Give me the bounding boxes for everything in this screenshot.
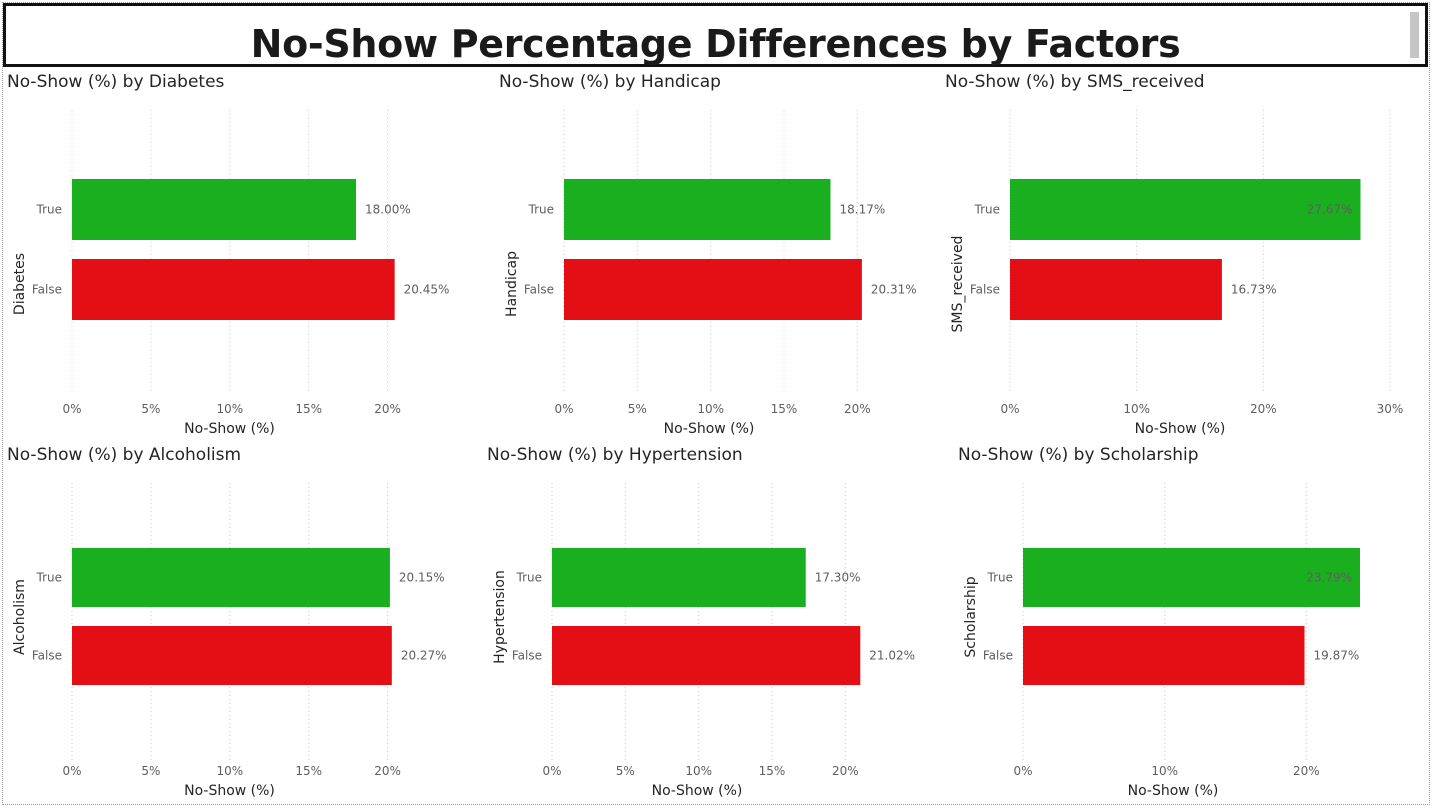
x-tick-label: 20% — [374, 402, 401, 416]
x-tick-label: 5% — [616, 764, 635, 778]
chart-sms-received[interactable]: No-Show (%) by SMS_received 0% 10% 20% 30% T… — [945, 72, 1425, 442]
page-title: No-Show Percentage Differences by Factor… — [250, 22, 1181, 66]
data-label: 18.00% — [365, 203, 411, 217]
chart-title: No-Show (%) by Handicap — [499, 72, 721, 92]
data-label: 20.45% — [404, 283, 450, 297]
category-label: True — [528, 203, 555, 217]
x-tick-label: 0% — [1013, 764, 1032, 778]
data-label: 23.79% — [1306, 571, 1352, 585]
category-label: True — [36, 571, 63, 585]
y-axis-title: SMS_received — [950, 236, 966, 333]
x-tick-label: 30% — [1377, 402, 1404, 416]
data-label: 16.73% — [1231, 283, 1277, 297]
x-tick-label: 5% — [141, 764, 160, 778]
bar-true — [72, 179, 356, 240]
chart-svg: 0% 5% 10% 15% 20% True 18.17% False 20.31% No-Sho… — [504, 110, 917, 437]
category-label: False — [983, 649, 1013, 663]
x-tick-label: 10% — [697, 402, 724, 416]
chart-handicap[interactable]: No-Show (%) by Handicap 0% 5% 10% 15% 20% Tru… — [499, 72, 939, 442]
y-axis-title: Alcoholism — [12, 579, 28, 655]
chart-hypertension[interactable]: No-Show (%) by Hypertension 0% 5% 10% 15% 20… — [487, 445, 947, 805]
x-tick-label: 5% — [141, 402, 160, 416]
data-label: 20.31% — [871, 283, 917, 297]
y-axis-title: Scholarship — [963, 576, 979, 657]
data-label: 20.15% — [399, 571, 445, 585]
x-tick-label: 10% — [685, 764, 712, 778]
bar-true — [552, 548, 806, 607]
data-label: 17.30% — [815, 571, 861, 585]
x-tick-label: 10% — [216, 402, 243, 416]
scrollbar-thumb[interactable] — [1410, 12, 1419, 58]
x-tick-label: 20% — [1250, 402, 1277, 416]
data-label: 18.17% — [839, 203, 885, 217]
x-tick-label: 20% — [1293, 764, 1320, 778]
x-tick-label: 15% — [771, 402, 798, 416]
report-title-box: No-Show Percentage Differences by Factor… — [3, 3, 1428, 67]
chart-diabetes[interactable]: No-Show (%) by Diabetes 0% 5% 10% 15% 20% Tru… — [7, 72, 477, 442]
category-label: False — [970, 283, 1000, 297]
bar-false — [72, 259, 395, 320]
x-tick-label: 15% — [759, 764, 786, 778]
chart-alcoholism[interactable]: No-Show (%) by Alcoholism 0% 5% 10% 15% 20% T… — [7, 445, 477, 805]
category-label: True — [516, 571, 543, 585]
x-tick-label: 0% — [62, 764, 81, 778]
x-tick-label: 0% — [554, 402, 573, 416]
chart-svg: 0% 5% 10% 15% 20% True 18.00% False 20.45% No-Sho… — [12, 110, 450, 437]
category-label: True — [987, 571, 1014, 585]
chart-svg: 0% 10% 20% 30% True 27.67% False 16.73% No-Show … — [950, 110, 1404, 437]
x-axis-title: No-Show (%) — [1128, 783, 1219, 799]
x-tick-label: 10% — [216, 764, 243, 778]
data-label: 20.27% — [401, 649, 447, 663]
x-axis-title: No-Show (%) — [184, 421, 275, 437]
x-axis-title: No-Show (%) — [184, 783, 275, 799]
bar-true — [1010, 179, 1361, 240]
chart-title: No-Show (%) by SMS_received — [945, 72, 1205, 92]
x-tick-label: 10% — [1151, 764, 1178, 778]
data-label: 19.87% — [1313, 649, 1359, 663]
category-label: True — [36, 203, 63, 217]
x-tick-label: 0% — [62, 402, 81, 416]
chart-title: No-Show (%) by Scholarship — [958, 445, 1199, 465]
x-tick-label: 0% — [542, 764, 561, 778]
chart-scholarship[interactable]: No-Show (%) by Scholarship 0% 10% 20% True 2… — [958, 445, 1428, 805]
data-label: 21.02% — [869, 649, 915, 663]
category-label: False — [512, 649, 542, 663]
y-axis-title: Handicap — [504, 251, 520, 317]
chart-svg: 0% 10% 20% True 23.79% False 19.87% No-Show (%)… — [963, 483, 1361, 799]
bar-true — [564, 179, 831, 240]
chart-title: No-Show (%) by Diabetes — [7, 72, 225, 92]
chart-svg: 0% 5% 10% 15% 20% True 20.15% False 20.27% No-Sho… — [12, 483, 447, 799]
category-label: False — [524, 283, 554, 297]
x-tick-label: 5% — [628, 402, 647, 416]
bar-false — [1010, 259, 1222, 320]
y-axis-title: Diabetes — [12, 253, 28, 315]
category-label: True — [974, 203, 1001, 217]
category-label: False — [32, 649, 62, 663]
x-axis-title: No-Show (%) — [1135, 421, 1226, 437]
chart-title: No-Show (%) by Alcoholism — [7, 445, 242, 465]
x-tick-label: 15% — [295, 764, 322, 778]
bar-true — [1023, 548, 1361, 607]
x-tick-label: 20% — [832, 764, 859, 778]
chart-title: No-Show (%) by Hypertension — [487, 445, 743, 465]
category-label: False — [32, 283, 62, 297]
x-axis-title: No-Show (%) — [652, 783, 743, 799]
x-tick-label: 20% — [844, 402, 871, 416]
x-tick-label: 15% — [295, 402, 322, 416]
bar-false — [564, 259, 862, 320]
y-axis-title: Hypertension — [492, 570, 508, 664]
x-tick-label: 20% — [374, 764, 401, 778]
x-tick-label: 10% — [1123, 402, 1150, 416]
x-axis-title: No-Show (%) — [664, 421, 755, 437]
data-label: 27.67% — [1307, 203, 1353, 217]
bar-false — [72, 626, 392, 685]
bar-true — [72, 548, 390, 607]
bar-false — [552, 626, 861, 685]
bar-false — [1023, 626, 1305, 685]
x-tick-label: 0% — [1000, 402, 1019, 416]
chart-svg: 0% 5% 10% 15% 20% True 17.30% False 21.02% No-Sho… — [492, 483, 915, 799]
